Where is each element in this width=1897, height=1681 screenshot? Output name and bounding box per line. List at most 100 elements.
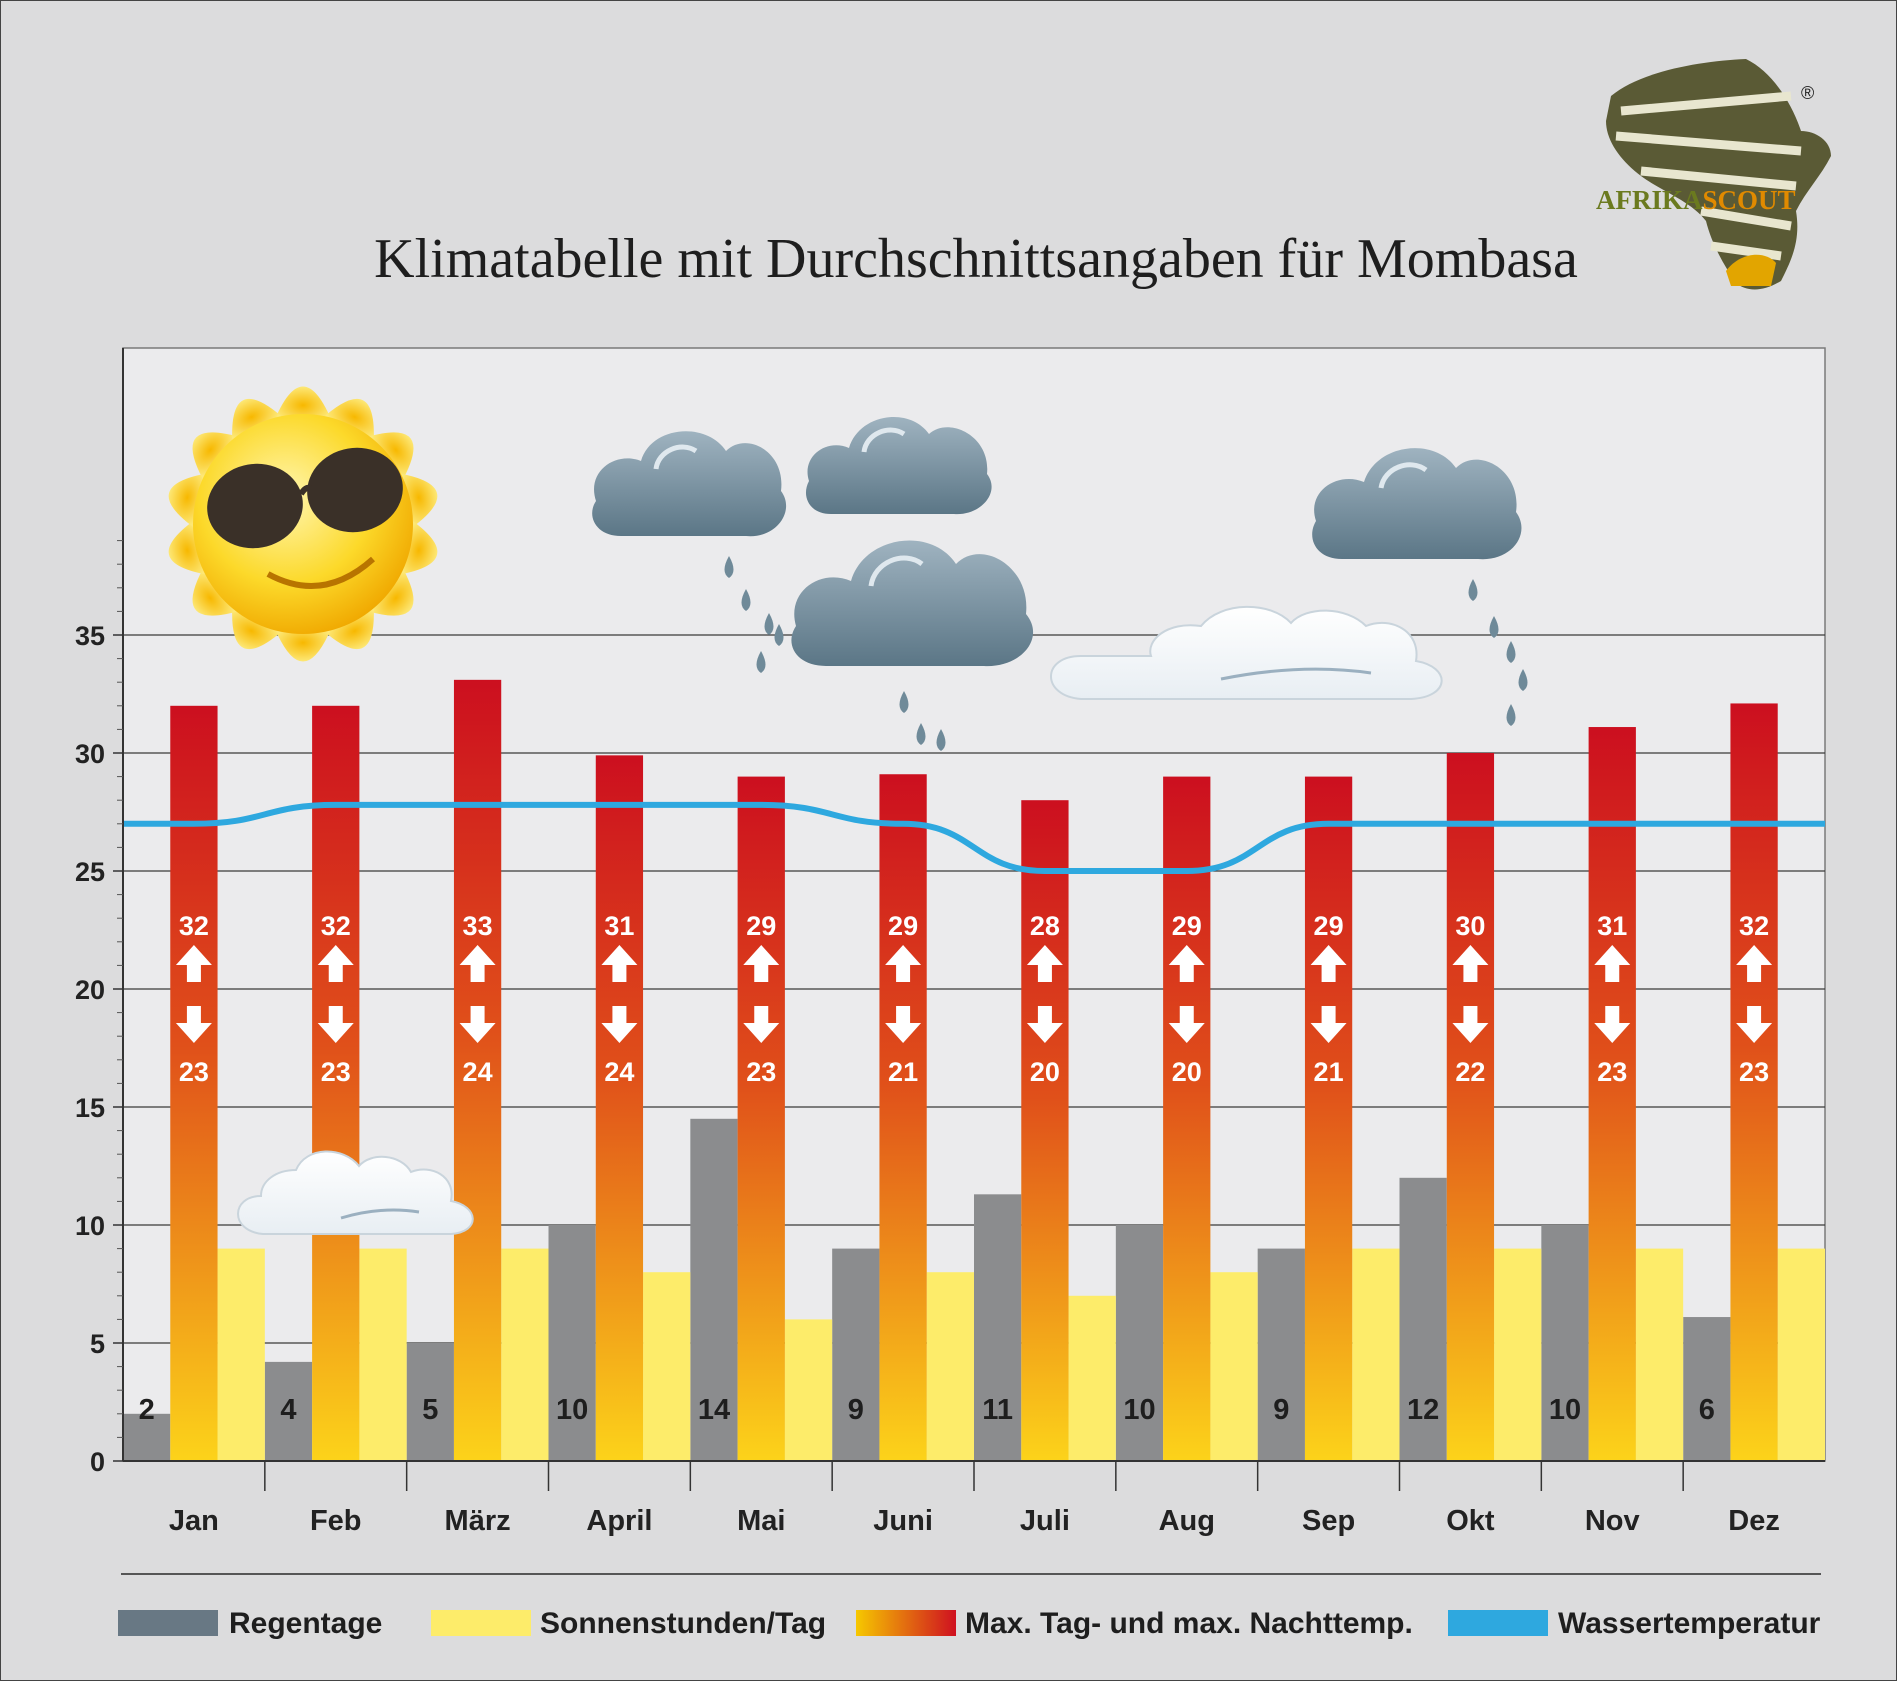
x-tick-label: April — [586, 1505, 652, 1537]
sunshine-bar — [643, 1272, 691, 1461]
rain-bar — [1683, 1317, 1731, 1461]
rain-days-label: 2 — [139, 1394, 155, 1426]
sunshine-bar — [1494, 1248, 1542, 1461]
day-temp-label: 32 — [179, 911, 209, 941]
chart-title: Klimatabelle mit Durchschnittsangaben fü… — [374, 228, 1578, 290]
rain-days-label: 10 — [556, 1394, 588, 1426]
y-axis-ticks: 0 5 10 15 20 25 30 35 — [75, 540, 123, 1477]
arrow-up-icon — [1594, 945, 1631, 982]
legend-swatch-rain — [118, 1610, 218, 1636]
night-temp-label: 23 — [746, 1057, 776, 1087]
arrow-down-icon — [1452, 1006, 1489, 1043]
raindrop — [936, 729, 946, 751]
legend-label-temp: Max. Tag- und max. Nachttemp. — [965, 1607, 1413, 1640]
rain-days-label: 5 — [422, 1394, 438, 1426]
brand-part1: AFRIKA — [1596, 185, 1703, 215]
arrow-down-icon — [175, 1006, 212, 1043]
sun-ray — [273, 624, 333, 662]
sunshine-bar — [1210, 1272, 1258, 1461]
x-tick-label: Aug — [1159, 1505, 1215, 1537]
x-tick-label: Nov — [1585, 1505, 1640, 1537]
night-temp-label: 22 — [1455, 1057, 1485, 1087]
rain-days-label: 10 — [1549, 1394, 1581, 1426]
night-temp-label: 24 — [604, 1057, 634, 1087]
x-tick-label: Sep — [1302, 1505, 1355, 1537]
rain-bar — [1541, 1225, 1589, 1461]
rain-days-bars — [123, 1118, 1731, 1461]
rain-bar — [690, 1118, 738, 1461]
arrow-up-icon — [1026, 945, 1063, 982]
night-temp-label: 23 — [179, 1057, 209, 1087]
night-temp-label: 23 — [321, 1057, 351, 1087]
rain-days-label: 9 — [848, 1394, 864, 1426]
raindrop — [741, 589, 751, 611]
temperature-bar — [453, 679, 502, 1461]
raindrop — [756, 651, 766, 673]
day-temp-label: 29 — [1314, 911, 1344, 941]
sunshine-bar — [1777, 1248, 1825, 1461]
arrow-up-icon — [601, 945, 638, 982]
arrow-down-icon — [1026, 1006, 1063, 1043]
arrow-down-icon — [885, 1006, 922, 1043]
registered-mark: ® — [1801, 83, 1814, 103]
rain-days-label: 11 — [982, 1394, 1013, 1426]
svg-text:AFRIKASCOUT: AFRIKASCOUT — [1596, 185, 1796, 215]
day-temp-label: 29 — [746, 911, 776, 941]
arrow-up-icon — [175, 945, 212, 982]
sunshine-bar — [217, 1248, 265, 1461]
raindrop — [774, 624, 784, 646]
white-cloud-icon — [1050, 605, 1443, 700]
rain-bar — [123, 1413, 171, 1461]
legend-label-water: Wassertemperatur — [1558, 1607, 1821, 1640]
arrow-up-icon — [317, 945, 354, 982]
temperature-bar — [737, 776, 785, 1461]
legend-swatch-temp — [856, 1610, 956, 1636]
temperature-bar — [170, 705, 218, 1461]
temperature-bar — [1730, 703, 1778, 1461]
y-tick-label: 30 — [75, 739, 105, 769]
y-tick-label: 25 — [75, 857, 105, 887]
rain-cloud-icon — [592, 431, 787, 537]
night-temp-label: 21 — [1314, 1057, 1344, 1087]
day-temp-label: 32 — [321, 911, 351, 941]
day-temp-label: 31 — [604, 911, 634, 941]
x-axis-ticks: Jan Feb März April Mai Juni Juli Aug Sep Okt Nov De… — [169, 1461, 1780, 1537]
temperature-bar — [595, 755, 644, 1461]
night-temp-label: 23 — [1739, 1057, 1769, 1087]
white-cloud-icon — [237, 1150, 474, 1235]
night-temp-label: 21 — [888, 1057, 918, 1087]
day-temp-label: 30 — [1455, 911, 1485, 941]
day-temp-label: 31 — [1597, 911, 1627, 941]
rain-cloud-icon — [791, 540, 1034, 667]
sunshine-bars — [217, 1248, 1825, 1461]
raindrop — [1506, 641, 1516, 663]
arrow-down-icon — [601, 1006, 638, 1043]
x-tick-label: Jan — [169, 1505, 219, 1537]
rain-days-labels: 2 4 5 10 14 9 11 10 9 12 10 6 — [139, 1394, 1715, 1426]
rain-days-label: 9 — [1273, 1394, 1289, 1426]
night-temp-label: 20 — [1172, 1057, 1202, 1087]
rain-days-label: 14 — [698, 1394, 730, 1426]
x-tick-label: Okt — [1446, 1505, 1495, 1537]
sunshine-bar — [926, 1272, 974, 1461]
raindrop — [1506, 704, 1516, 726]
day-temp-label: 29 — [888, 911, 918, 941]
arrow-up-icon — [1168, 945, 1205, 982]
brand-part2: SCOUT — [1703, 185, 1796, 215]
arrow-down-icon — [317, 1006, 354, 1043]
sunshine-bar — [501, 1248, 549, 1461]
raindrop — [899, 691, 909, 713]
rain-bar — [548, 1225, 596, 1461]
temperature-bar — [1304, 776, 1353, 1461]
y-tick-label: 5 — [90, 1329, 105, 1359]
rain-bar — [264, 1361, 313, 1461]
day-temp-label: 29 — [1172, 911, 1202, 941]
arrow-down-icon — [743, 1006, 780, 1043]
raindrop — [764, 613, 774, 635]
night-temp-label: 23 — [1597, 1057, 1627, 1087]
arrow-up-icon — [885, 945, 922, 982]
x-tick-label: Feb — [310, 1505, 362, 1537]
temperature-bar — [312, 705, 360, 1461]
arrow-up-icon — [743, 945, 780, 982]
day-temp-label: 33 — [463, 911, 493, 941]
